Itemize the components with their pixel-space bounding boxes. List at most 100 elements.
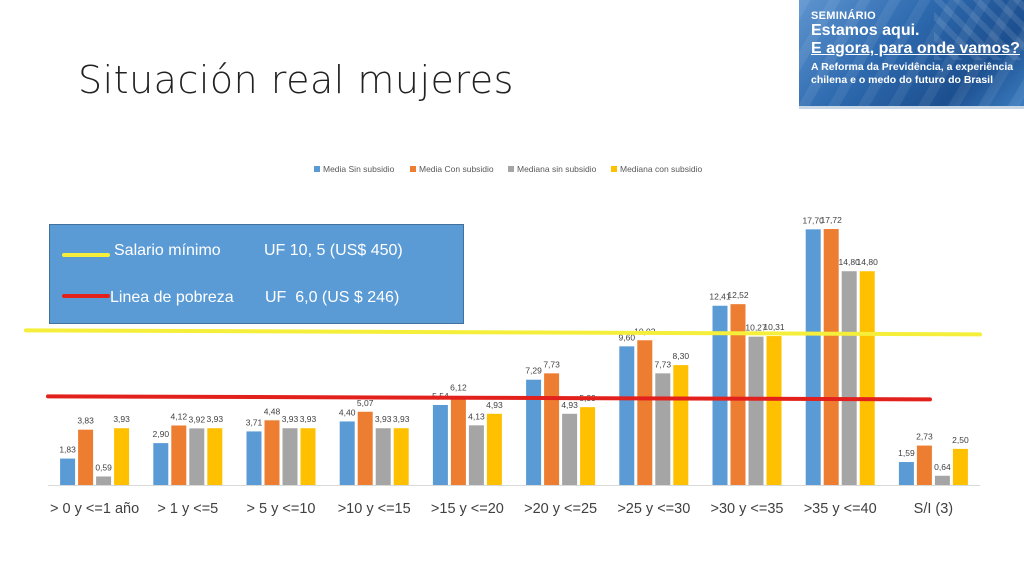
data-label-s3-c4: 3,93	[375, 414, 392, 424]
bar-s1-c1	[60, 458, 76, 485]
legend-entry-2: Media Con subsidio	[419, 164, 494, 174]
data-label-s2-c5: 6,12	[450, 383, 467, 393]
bar-s1-c8	[712, 305, 728, 485]
slide-title: Situación real mujeres	[78, 58, 514, 102]
bar-s3-c4	[375, 428, 391, 485]
x-tick-label-5: >15 y <=20	[431, 501, 504, 517]
bar-s1-c5	[432, 404, 448, 485]
banner-line1: Estamos aqui.	[811, 22, 920, 39]
pobreza-label: Linea de pobreza	[110, 289, 234, 306]
data-label-s4-c10: 2,50	[952, 435, 969, 445]
data-label-s3-c2: 3,92	[189, 414, 206, 424]
data-label-s4-c4: 3,93	[393, 414, 410, 424]
data-label-s1-c8: 12,41	[709, 292, 731, 302]
bar-s4-c8	[766, 336, 782, 485]
banner-subtitle-1: A Reforma da Previdência, a experiência	[811, 61, 1014, 73]
legend-entry-4: Mediana con subsidio	[620, 164, 702, 174]
reference-lines-box: Salario mínimo UF 10, 5 (US$ 450) Linea …	[49, 224, 464, 324]
legend-swatch-3	[508, 166, 514, 172]
salario-swatch	[62, 253, 110, 257]
legend-swatch-2	[410, 166, 416, 172]
banner-seminar: SEMINÁRIO	[811, 10, 877, 22]
bar-s2-c9	[823, 229, 839, 485]
bar-s2-c6	[544, 373, 560, 485]
banner-text: SEMINÁRIO Estamos aqui. E agora, para on…	[811, 10, 1020, 87]
salario-minimo-line	[24, 328, 982, 337]
bar-s4-c7	[673, 365, 689, 485]
bar-s1-c10	[898, 462, 914, 485]
pobreza-value: UF 6,0 (US $ 246)	[265, 289, 400, 306]
data-label-s3-c9: 14,80	[839, 257, 861, 267]
linea-pobreza-line	[46, 394, 932, 402]
data-label-s1-c9: 17,70	[803, 215, 825, 225]
data-label-s2-c2: 4,12	[171, 411, 188, 421]
bar-s3-c3	[282, 428, 298, 485]
x-tick-label-6: >20 y <=25	[524, 501, 597, 517]
data-label-s4-c9: 14,80	[857, 257, 879, 267]
x-tick-label-1: > 0 y <=1 año	[50, 501, 139, 517]
bar-s3-c8	[748, 336, 764, 485]
bar-s3-c7	[655, 373, 671, 485]
data-label-s3-c5: 4,13	[468, 411, 485, 421]
data-label-s3-c7: 7,73	[655, 359, 672, 369]
data-label-s3-c3: 3,93	[282, 414, 299, 424]
x-tick-label-8: >30 y <=35	[711, 501, 784, 517]
bar-s4-c1	[114, 428, 130, 485]
data-label-s4-c2: 3,93	[207, 414, 224, 424]
x-tick-label-9: >35 y <=40	[804, 501, 877, 517]
bar-s2-c3	[264, 420, 280, 485]
x-tick-label-10: S/I (3)	[914, 501, 953, 517]
bar-s3-c9	[841, 271, 857, 485]
data-label-s4-c5: 4,93	[486, 400, 503, 410]
bar-s1-c3	[246, 431, 262, 485]
x-tick-label-4: >10 y <=15	[338, 501, 411, 517]
bar-s2-c8	[730, 304, 746, 485]
data-label-s1-c7: 9,60	[619, 332, 636, 342]
x-tick-label-3: > 5 y <=10	[247, 501, 316, 517]
bar-s4-c3	[300, 428, 316, 485]
bar-s1-c2	[153, 443, 169, 485]
data-label-s4-c7: 8,30	[673, 351, 690, 361]
bar-s4-c6	[580, 407, 596, 485]
bar-s4-c2	[207, 428, 223, 485]
data-label-s2-c4: 5,07	[357, 398, 374, 408]
pobreza-swatch	[62, 294, 110, 298]
bar-s1-c6	[526, 379, 542, 485]
bar-s2-c10	[916, 445, 932, 485]
banner-subtitle-2: chilena e o medo do futuro do Brasil	[811, 74, 994, 86]
data-label-s3-c6: 4,93	[561, 400, 578, 410]
legend-entry-1: Media Sin subsidio	[323, 164, 395, 174]
data-label-s1-c1: 1,83	[59, 445, 76, 455]
bar-s3-c6	[562, 413, 578, 485]
data-label-s1-c10: 1,59	[898, 448, 915, 458]
bar-s2-c4	[357, 411, 373, 485]
data-label-s2-c9: 17,72	[821, 215, 843, 225]
data-label-s2-c8: 12,52	[727, 290, 749, 300]
data-label-s4-c3: 3,93	[300, 414, 317, 424]
bar-s2-c1	[78, 429, 94, 485]
legend-swatch-4	[611, 166, 617, 172]
bar-s1-c4	[339, 421, 355, 485]
data-label-s1-c3: 3,71	[246, 417, 263, 427]
data-label-s1-c2: 2,90	[153, 429, 170, 439]
bar-s4-c10	[952, 448, 968, 485]
data-label-s4-c8: 10,31	[763, 322, 785, 332]
data-label-s4-c1: 3,93	[113, 414, 130, 424]
bar-s1-c7	[619, 346, 635, 485]
banner-line2: E agora, para onde vamos?	[811, 40, 1020, 57]
x-tick-label-2: > 1 y <=5	[157, 501, 218, 517]
bar-s1-c9	[805, 229, 821, 485]
bar-s2-c2	[171, 425, 187, 485]
salario-label: Salario mínimo	[114, 242, 221, 259]
bar-s2-c7	[637, 340, 653, 485]
data-label-s3-c10: 0,64	[934, 462, 951, 472]
data-label-s3-c1: 0,59	[95, 462, 112, 472]
banner-pattern	[799, 0, 1024, 106]
data-label-s1-c6: 7,29	[525, 366, 542, 376]
banner-tiles	[934, 0, 1024, 60]
data-label-s2-c1: 3,83	[77, 416, 94, 426]
data-label-s3-c8: 10,27	[745, 323, 767, 333]
x-tick-label-7: >25 y <=30	[617, 501, 690, 517]
legend-swatch-1	[314, 166, 320, 172]
